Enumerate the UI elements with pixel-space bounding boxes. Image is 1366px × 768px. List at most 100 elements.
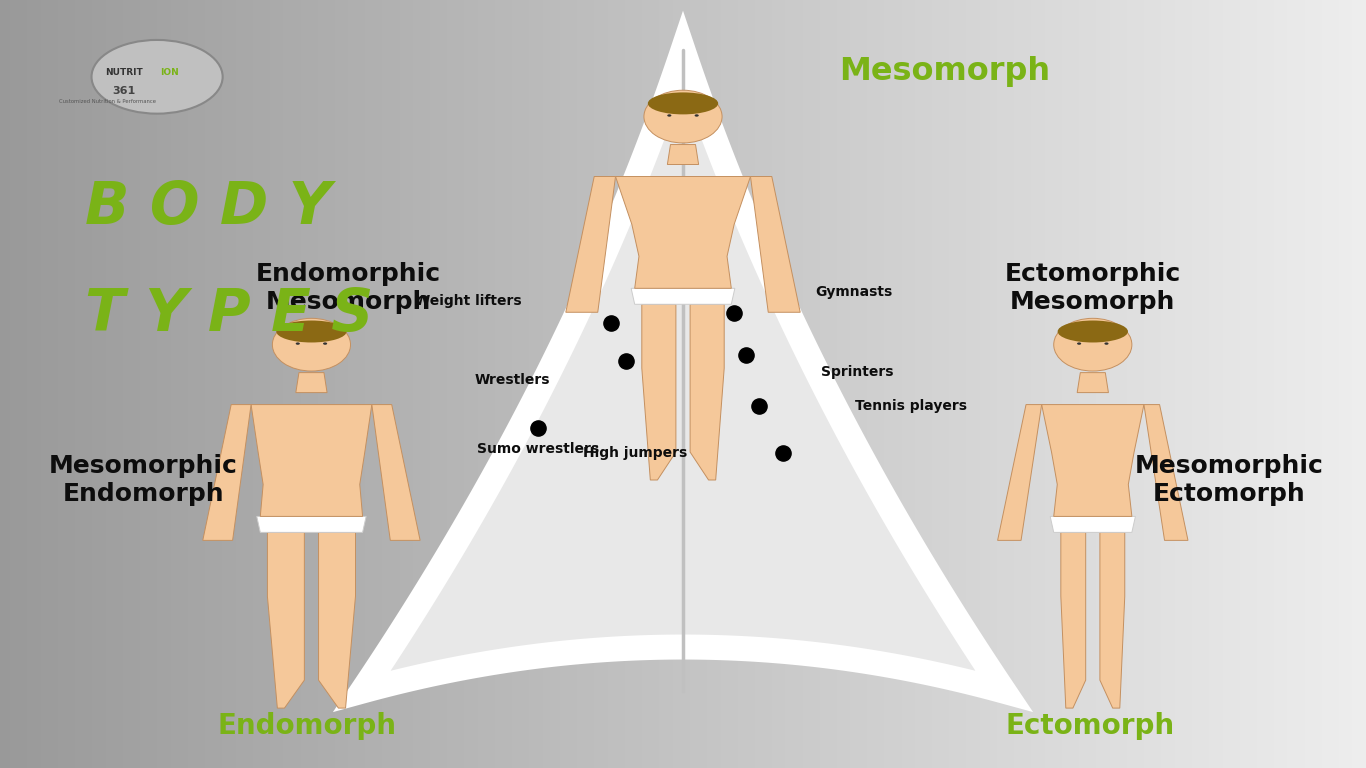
Polygon shape	[1350, 0, 1352, 768]
Polygon shape	[836, 0, 840, 768]
Polygon shape	[410, 0, 413, 768]
Polygon shape	[298, 0, 301, 768]
Polygon shape	[14, 0, 16, 768]
Polygon shape	[1086, 0, 1090, 768]
Polygon shape	[1195, 0, 1199, 768]
Polygon shape	[585, 0, 587, 768]
Polygon shape	[1124, 0, 1127, 768]
Polygon shape	[642, 0, 646, 768]
Polygon shape	[1259, 0, 1264, 768]
Polygon shape	[180, 0, 184, 768]
Polygon shape	[1096, 0, 1100, 768]
Polygon shape	[421, 0, 423, 768]
Polygon shape	[1018, 0, 1022, 768]
Polygon shape	[668, 144, 698, 164]
Polygon shape	[945, 0, 949, 768]
Polygon shape	[505, 0, 508, 768]
Text: Tennis players: Tennis players	[855, 399, 967, 412]
Polygon shape	[205, 0, 208, 768]
Polygon shape	[1229, 0, 1233, 768]
Polygon shape	[540, 0, 544, 768]
Polygon shape	[426, 0, 430, 768]
Polygon shape	[1220, 0, 1223, 768]
Ellipse shape	[647, 92, 719, 114]
Polygon shape	[672, 0, 676, 768]
Polygon shape	[750, 177, 800, 313]
Polygon shape	[407, 0, 410, 768]
Polygon shape	[865, 0, 867, 768]
Polygon shape	[243, 0, 246, 768]
Polygon shape	[891, 0, 895, 768]
Polygon shape	[1147, 0, 1150, 768]
Polygon shape	[481, 0, 485, 768]
Polygon shape	[680, 0, 683, 768]
Polygon shape	[225, 0, 229, 768]
Polygon shape	[372, 405, 421, 541]
Polygon shape	[533, 0, 535, 768]
Polygon shape	[997, 405, 1042, 541]
Polygon shape	[1100, 0, 1104, 768]
Polygon shape	[699, 0, 703, 768]
Polygon shape	[38, 0, 41, 768]
Polygon shape	[232, 0, 236, 768]
Polygon shape	[239, 0, 243, 768]
Polygon shape	[574, 0, 576, 768]
Polygon shape	[690, 304, 724, 480]
Polygon shape	[1309, 0, 1311, 768]
Polygon shape	[0, 0, 3, 768]
Polygon shape	[358, 0, 362, 768]
Polygon shape	[557, 0, 560, 768]
Polygon shape	[1206, 0, 1209, 768]
Polygon shape	[93, 0, 96, 768]
Polygon shape	[262, 0, 266, 768]
Polygon shape	[348, 0, 352, 768]
Polygon shape	[467, 0, 471, 768]
Polygon shape	[41, 0, 44, 768]
Text: B O D Y: B O D Y	[85, 179, 331, 236]
Polygon shape	[150, 0, 154, 768]
Polygon shape	[1281, 0, 1284, 768]
Polygon shape	[544, 0, 546, 768]
Polygon shape	[130, 0, 134, 768]
Polygon shape	[137, 0, 141, 768]
Polygon shape	[888, 0, 891, 768]
Polygon shape	[1042, 405, 1143, 516]
Polygon shape	[631, 288, 735, 304]
Polygon shape	[430, 0, 434, 768]
Polygon shape	[301, 0, 303, 768]
Polygon shape	[899, 0, 902, 768]
Polygon shape	[956, 0, 959, 768]
Polygon shape	[478, 0, 481, 768]
Polygon shape	[318, 0, 321, 768]
Polygon shape	[667, 0, 669, 768]
Point	[735, 349, 757, 361]
Polygon shape	[273, 0, 276, 768]
Polygon shape	[154, 0, 157, 768]
Polygon shape	[776, 0, 779, 768]
Polygon shape	[1078, 372, 1108, 392]
Polygon shape	[1325, 0, 1328, 768]
Polygon shape	[161, 0, 164, 768]
Polygon shape	[918, 0, 922, 768]
Polygon shape	[1236, 0, 1240, 768]
Point	[615, 355, 637, 367]
Polygon shape	[932, 0, 936, 768]
Polygon shape	[795, 0, 799, 768]
Polygon shape	[717, 0, 721, 768]
Polygon shape	[202, 405, 251, 541]
Polygon shape	[1049, 0, 1052, 768]
Polygon shape	[389, 0, 393, 768]
Polygon shape	[123, 0, 126, 768]
Polygon shape	[751, 0, 754, 768]
Polygon shape	[1243, 0, 1246, 768]
Polygon shape	[1131, 0, 1134, 768]
Polygon shape	[164, 0, 168, 768]
Polygon shape	[11, 0, 14, 768]
Polygon shape	[792, 0, 795, 768]
Polygon shape	[676, 0, 680, 768]
Polygon shape	[940, 0, 943, 768]
Polygon shape	[321, 0, 325, 768]
Polygon shape	[1277, 0, 1281, 768]
Polygon shape	[72, 0, 75, 768]
Polygon shape	[102, 0, 107, 768]
